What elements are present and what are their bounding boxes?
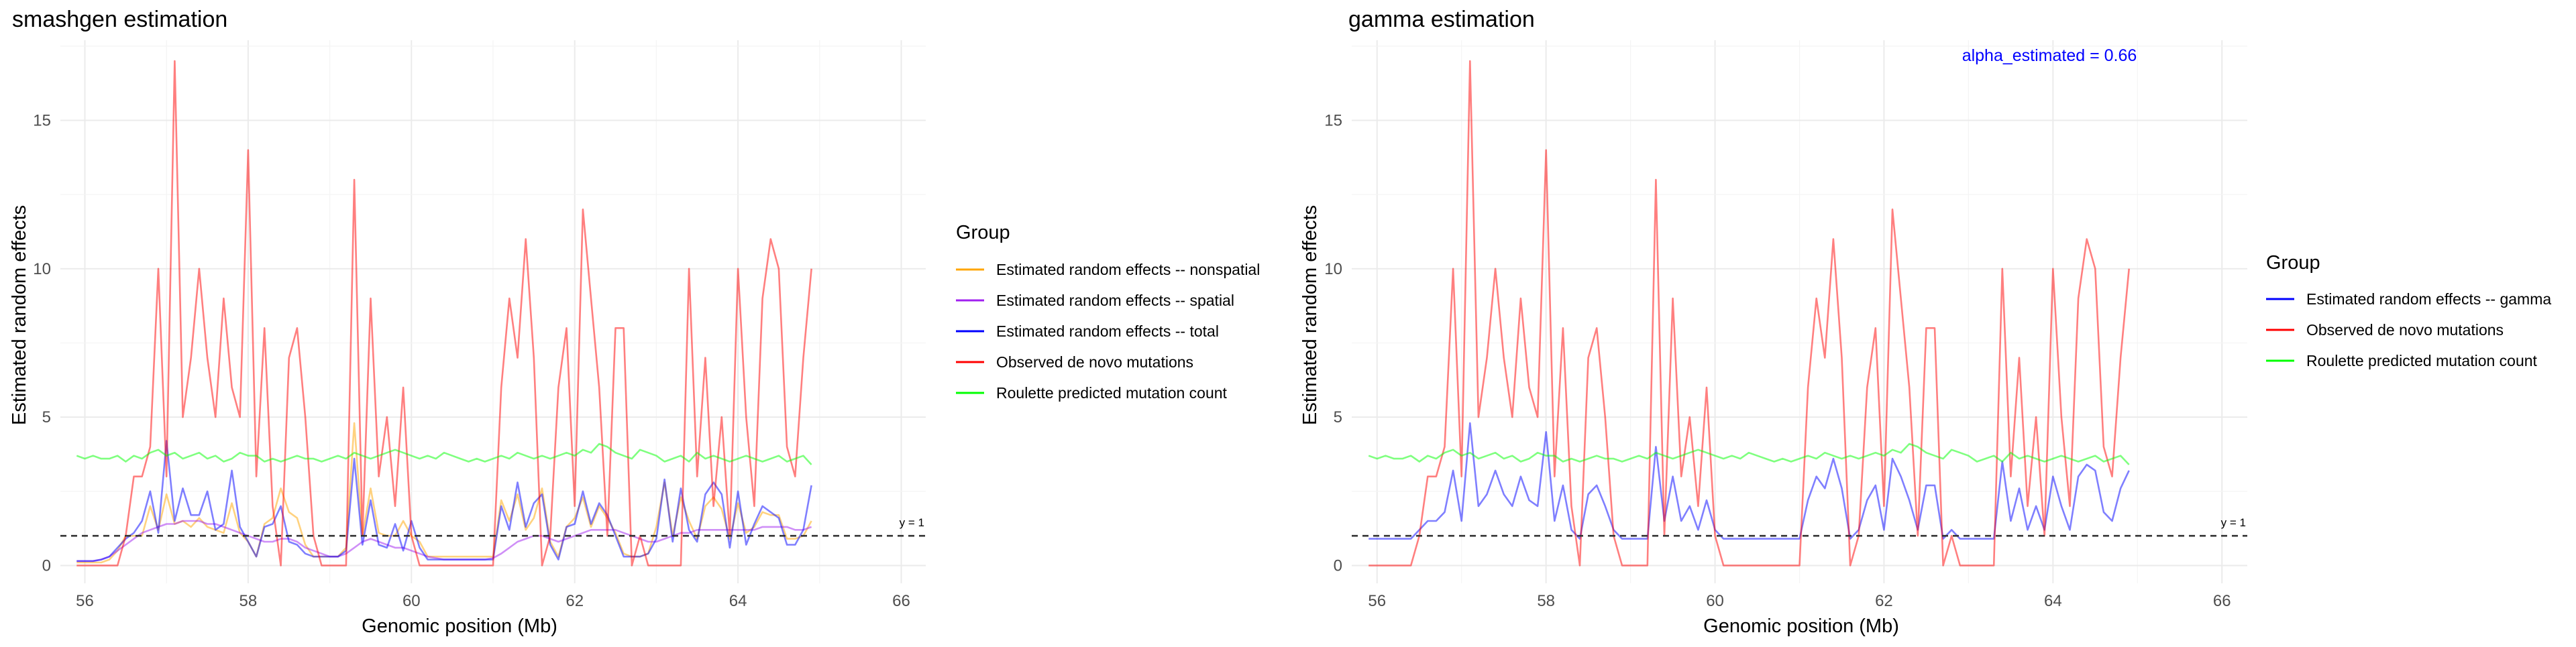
x-tick-label: 60 [1706,592,1724,610]
x-tick-label: 66 [892,592,910,610]
legend-label: Estimated random effects -- nonspatial [996,261,1260,278]
x-tick-label: 56 [76,592,94,610]
legend-label: Observed de novo mutations [996,353,1193,371]
legend-title: Group [2266,252,2320,274]
alpha-annotation: alpha_estimated = 0.66 [1962,46,2137,65]
panel-title: smashgen estimation [12,7,227,32]
legend-label: Observed de novo mutations [2306,321,2504,339]
series-line-total [76,440,812,563]
x-tick-label: 62 [1875,592,1893,610]
y-tick-label: 0 [1334,556,1342,575]
y-tick-label: 5 [1334,408,1342,426]
panel-title: gamma estimation [1348,7,1535,32]
reference-line-label: y = 1 [900,516,924,529]
y-tick-label: 15 [33,112,51,130]
legend-label: Estimated random effects -- total [996,322,1219,340]
plot-area: 56 58 60 62 64 66 0 5 10 15 y = 1 [1324,40,2247,610]
legend: Group Estimated random effects -- nonspa… [956,222,1260,402]
x-tick-label: 66 [2213,592,2231,610]
x-tick-label: 64 [2044,592,2062,610]
y-tick-label: 10 [1324,260,1342,278]
x-tick-label: 64 [729,592,747,610]
plot-area: 56 58 60 62 64 66 0 5 10 15 y = 1 [33,40,926,610]
legend-label: Roulette predicted mutation count [996,384,1228,402]
legend: Group Estimated random effects -- gamma O… [2266,252,2551,369]
y-tick-label: 15 [1324,112,1342,130]
x-axis-title: Genomic position (Mb) [362,615,557,637]
series-line-spatial [76,520,812,563]
series-line-nonspatial [76,422,812,564]
series-line-observed [1368,60,2130,567]
x-tick-label: 62 [566,592,584,610]
series-line-total [1368,422,2130,540]
series-line-roulette [1368,443,2130,465]
series-line-observed [76,60,812,567]
panel-smashgen: smashgen estimation Genomic position (Mb… [9,7,1260,637]
series-line-roulette [76,443,812,465]
y-tick-label: 10 [33,260,51,278]
x-axis-title: Genomic position (Mb) [1703,615,1899,637]
legend-title: Group [956,222,1010,243]
x-tick-label: 58 [239,592,258,610]
y-tick-label: 5 [42,408,51,426]
y-axis-title: Estimated random effects [9,205,30,425]
legend-label: Estimated random effects -- spatial [996,292,1234,309]
legend-label: Roulette predicted mutation count [2306,352,2538,369]
panel-gamma: gamma estimation Genomic position (Mb) E… [1299,7,2551,637]
x-tick-label: 58 [1537,592,1555,610]
x-tick-label: 60 [402,592,421,610]
y-tick-label: 0 [42,556,51,575]
legend-label: Estimated random effects -- gamma [2306,290,2551,308]
y-axis-title: Estimated random effects [1299,205,1321,425]
reference-line-label: y = 1 [2221,516,2246,529]
x-tick-label: 56 [1368,592,1386,610]
